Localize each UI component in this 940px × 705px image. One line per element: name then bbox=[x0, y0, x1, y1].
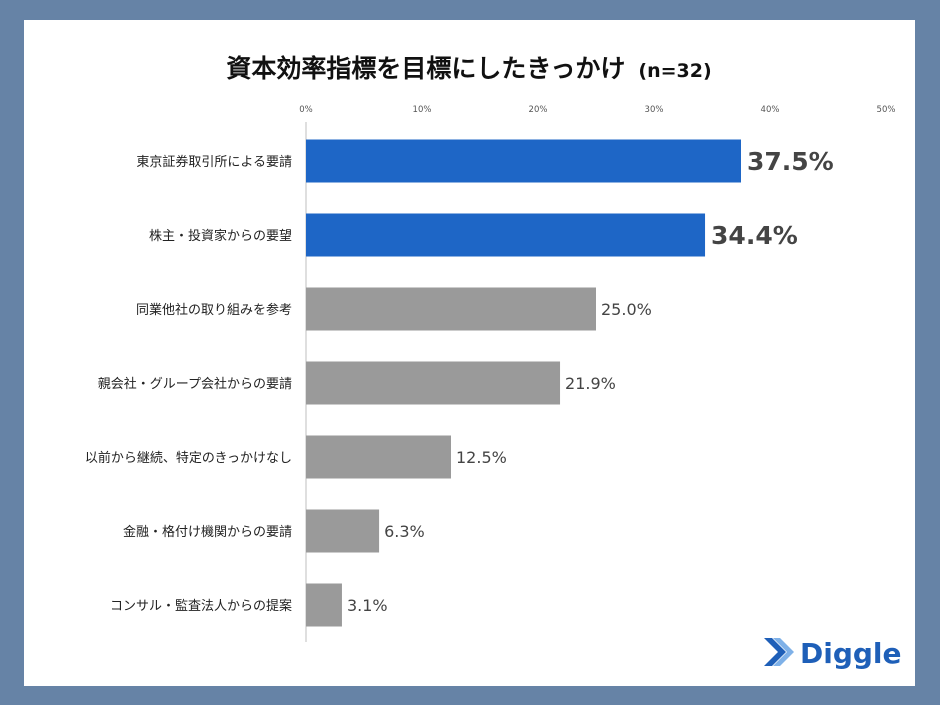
diggle-logo-icon bbox=[764, 638, 794, 666]
data-label: 12.5% bbox=[456, 448, 507, 467]
bar-series: 東京証券取引所による要請 37.5% 株主・投資家からの要望 34.4% 同業他社の取り… bbox=[85, 139, 834, 627]
category-label: 以前から継続、特定のきっかけなし bbox=[85, 450, 292, 466]
data-label: 3.1% bbox=[347, 596, 388, 615]
category-label: 金融・格付け機関からの要請 bbox=[123, 524, 292, 540]
category-label: 東京証券取引所による要請 bbox=[136, 154, 292, 170]
x-tick-label: 20% bbox=[529, 105, 548, 115]
category-label: 親会社・グループ会社からの要請 bbox=[98, 376, 292, 392]
x-tick-label: 10% bbox=[413, 105, 432, 115]
bar bbox=[306, 435, 451, 479]
category-label: 同業他社の取り組みを参考 bbox=[136, 302, 292, 318]
x-tick-label: 30% bbox=[645, 105, 664, 115]
bar bbox=[306, 139, 741, 183]
bar bbox=[306, 287, 596, 331]
category-label: コンサル・監査法人からの提案 bbox=[110, 598, 292, 614]
bar bbox=[306, 583, 342, 627]
bar bbox=[306, 213, 706, 257]
x-tick-label: 0% bbox=[299, 105, 313, 115]
data-label: 6.3% bbox=[384, 522, 425, 541]
bar bbox=[306, 361, 561, 405]
chart-card: 資本効率指標を目標にしたきっかけ (n=32) 0% 10% 20% 30% 40% 50… bbox=[24, 20, 915, 686]
x-tick-label: 40% bbox=[761, 105, 780, 115]
chart-title: 資本効率指標を目標にしたきっかけ (n=32) bbox=[226, 54, 711, 83]
data-label: 21.9% bbox=[565, 374, 616, 393]
chart: 資本効率指標を目標にしたきっかけ (n=32) 0% 10% 20% 30% 40% 50… bbox=[85, 54, 902, 670]
data-label: 34.4% bbox=[711, 221, 798, 250]
data-label: 37.5% bbox=[747, 147, 834, 176]
data-label: 25.0% bbox=[601, 300, 652, 319]
brand-name: Diggle bbox=[800, 637, 902, 670]
brand-logo: Diggle bbox=[764, 637, 902, 670]
category-label: 株主・投資家からの要望 bbox=[149, 228, 292, 244]
bar bbox=[306, 509, 380, 553]
x-tick-label: 50% bbox=[877, 105, 896, 115]
